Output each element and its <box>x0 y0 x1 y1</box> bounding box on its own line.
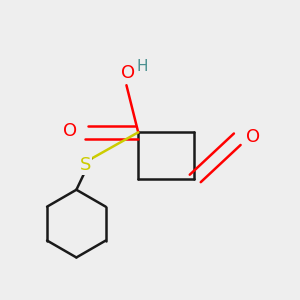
Text: H: H <box>136 58 148 74</box>
Text: O: O <box>246 128 260 146</box>
Text: O: O <box>63 122 78 140</box>
Text: O: O <box>121 64 135 82</box>
Text: S: S <box>80 156 91 174</box>
